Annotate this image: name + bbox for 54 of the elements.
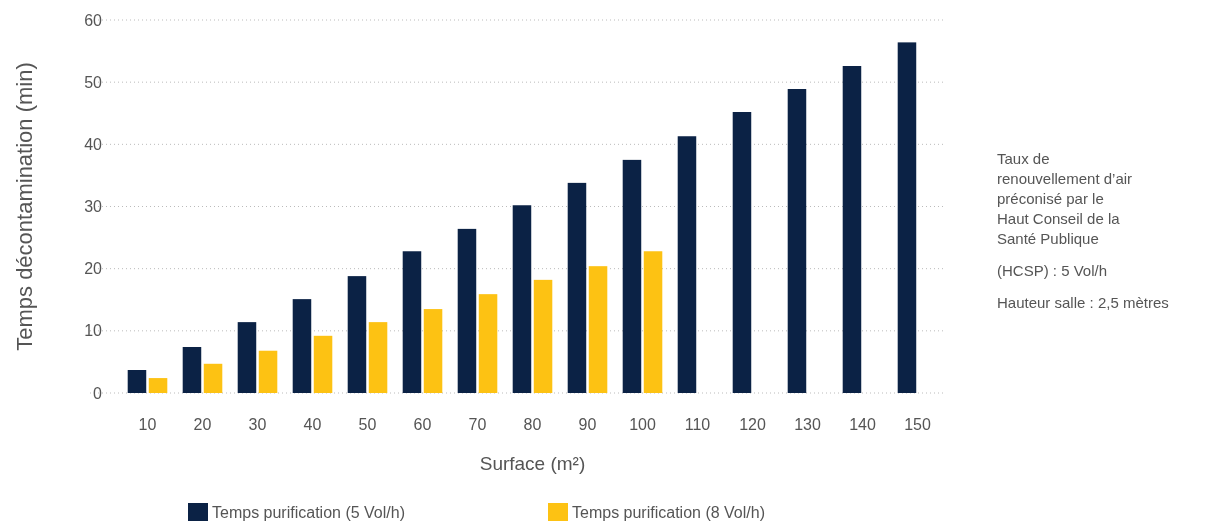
bar — [677, 136, 697, 393]
bar — [148, 378, 168, 393]
y-axis-title: Temps décontamination (min) — [12, 62, 37, 351]
x-tick-label: 90 — [578, 416, 597, 433]
x-tick-label: 20 — [193, 416, 212, 433]
bar — [787, 89, 807, 393]
bar — [292, 299, 312, 393]
bar — [533, 279, 553, 393]
bar — [258, 350, 278, 393]
bar — [512, 205, 532, 393]
bar — [622, 159, 642, 393]
y-tick-label: 20 — [84, 260, 103, 278]
x-axis-title: Surface (m²) — [479, 453, 586, 474]
y-tick-label: 40 — [84, 135, 103, 153]
y-tick-label: 50 — [84, 73, 103, 91]
bar — [402, 251, 422, 393]
bar — [732, 112, 752, 393]
x-tick-label: 60 — [413, 416, 432, 433]
legend-label: Temps purification (5 Vol/h) — [212, 504, 405, 521]
text: Taux de renouvellement d’air préconisé par le Haut Conseil de la Santé Publique — [997, 150, 1133, 247]
bar — [313, 335, 333, 393]
bar — [368, 322, 388, 393]
x-tick-label: 80 — [523, 416, 542, 433]
x-tick-label: 100 — [629, 416, 656, 433]
y-tick-label: 60 — [84, 11, 103, 29]
x-tick-label: 10 — [138, 416, 157, 433]
text: (HCSP) : 5 Vol/h — [997, 262, 1108, 279]
x-tick-label: 110 — [684, 416, 711, 433]
bar — [567, 182, 587, 393]
x-tick-label: 40 — [303, 416, 322, 433]
x-tick-label: 30 — [248, 416, 267, 433]
x-tick-label: 150 — [904, 416, 931, 433]
bar — [842, 66, 862, 393]
bar — [347, 276, 367, 393]
bar — [457, 228, 477, 393]
y-tick-label: 0 — [93, 384, 103, 402]
bar — [203, 363, 223, 393]
y-tick-label: 30 — [84, 198, 103, 216]
bar — [237, 322, 257, 393]
bar — [182, 347, 202, 393]
bar — [478, 294, 498, 393]
x-tick-label: 50 — [358, 416, 377, 433]
x-tick-label: 130 — [794, 416, 821, 433]
x-tick-label: 70 — [468, 416, 487, 433]
legend-label: Temps purification (8 Vol/h) — [572, 504, 765, 521]
y-tick-label: 10 — [84, 322, 103, 340]
x-tick-label: 120 — [739, 416, 766, 433]
bar — [588, 266, 608, 393]
bar — [127, 370, 147, 393]
bar — [643, 251, 663, 393]
bar — [423, 309, 443, 393]
bar — [897, 42, 917, 393]
x-tick-label: 140 — [849, 416, 876, 433]
text: Hauteur salle : 2,5 mètres — [997, 294, 1169, 311]
